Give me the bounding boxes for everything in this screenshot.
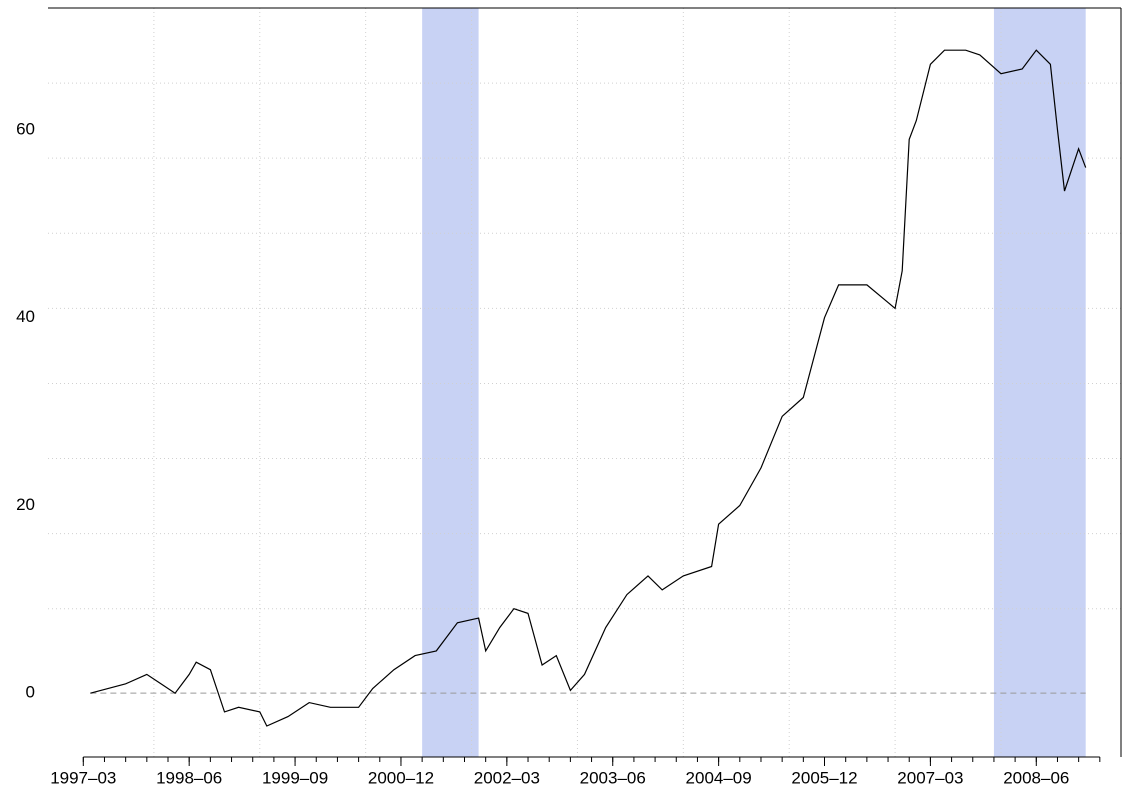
x-tick-label: 1997–03	[50, 768, 116, 787]
recession-band	[422, 8, 479, 757]
y-tick-label: 40	[16, 307, 35, 326]
x-tick-label: 2003–06	[580, 768, 646, 787]
x-tick-label: 2002–03	[474, 768, 540, 787]
x-tick-label: 2008–06	[1003, 768, 1069, 787]
y-tick-label: 0	[26, 683, 35, 702]
recession-band	[993, 8, 1086, 757]
x-tick-label: 2007–03	[897, 768, 963, 787]
x-tick-label: 1998–06	[156, 768, 222, 787]
x-tick-label: 2000–12	[368, 768, 434, 787]
series-line	[90, 49, 1087, 727]
x-tick-label: 2005–12	[791, 768, 857, 787]
x-tick-label: 1999–09	[262, 768, 328, 787]
x-tick-label: 2004–09	[686, 768, 752, 787]
y-tick-label: 20	[16, 495, 35, 514]
y-tick-label: 60	[16, 120, 35, 139]
